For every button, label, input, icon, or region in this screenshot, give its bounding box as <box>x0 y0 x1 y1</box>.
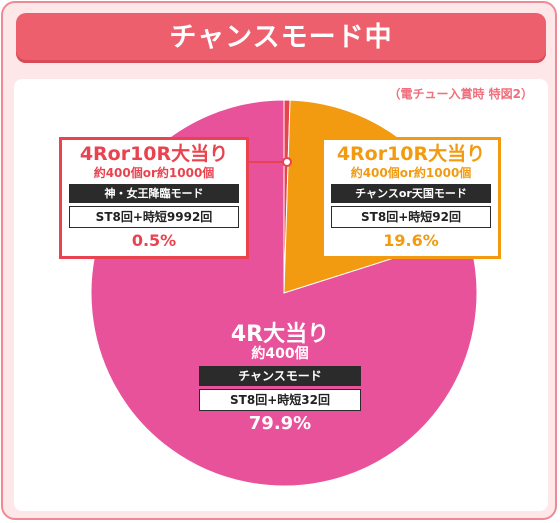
page-title: チャンスモード中 <box>16 13 546 63</box>
callout-left-mode: 神・女王降臨モード <box>69 184 239 203</box>
left-callout-line <box>249 161 286 163</box>
callout-right-sub: 約400個or約1000個 <box>350 166 472 180</box>
chart-note: （電チュー入賞時 特図2） <box>388 87 533 101</box>
callout-left-head: 4Ror10R大当り <box>79 143 229 165</box>
callout-center-pct: 79.9% <box>248 413 312 434</box>
callout-left-st: ST8回+時短9992回 <box>69 206 239 228</box>
callout-right-st: ST8回+時短92回 <box>331 206 491 228</box>
callout-center-head: 4R大当り <box>230 322 330 347</box>
callout-center-mode: チャンスモード <box>199 366 361 386</box>
callout-center: 4R大当り 約400個 チャンスモード ST8回+時短32回 79.9% <box>199 321 361 449</box>
callout-center-st: ST8回+時短32回 <box>199 389 361 411</box>
callout-left-pct: 0.5% <box>131 231 177 250</box>
callout-right-head: 4Ror10R大当り <box>336 143 486 165</box>
left-callout-dot <box>282 157 292 167</box>
callout-center-sub: 約400個 <box>251 346 309 362</box>
callout-left: 4Ror10R大当り 約400個or約1000個 神・女王降臨モード ST8回+… <box>59 137 249 259</box>
callout-right: 4Ror10R大当り 約400個or約1000個 チャンスor天国モード ST8… <box>321 137 501 259</box>
callout-right-pct: 19.6% <box>383 231 439 250</box>
callout-right-mode: チャンスor天国モード <box>331 184 491 203</box>
callout-left-sub: 約400個or約1000個 <box>93 166 215 180</box>
